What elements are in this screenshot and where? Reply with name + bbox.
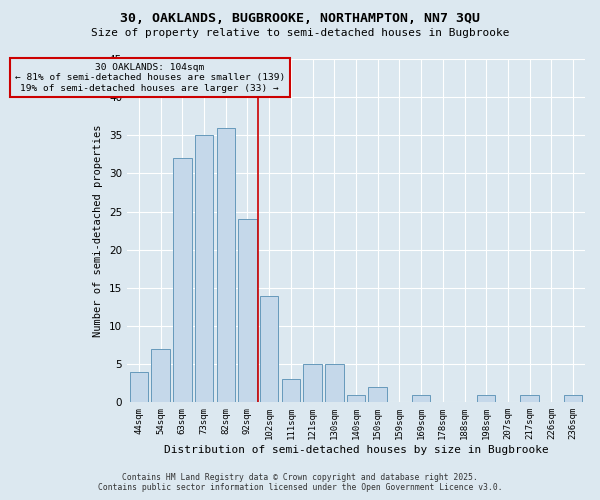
Bar (238, 219, 257, 402)
Bar (325, 364, 344, 403)
Text: Contains HM Land Registry data © Crown copyright and database right 2025.
Contai: Contains HM Land Registry data © Crown c… (98, 473, 502, 492)
Bar (173, 158, 191, 402)
Bar (304, 364, 322, 403)
Text: Size of property relative to semi-detached houses in Bugbrooke: Size of property relative to semi-detach… (91, 28, 509, 38)
Text: 30, OAKLANDS, BUGBROOKE, NORTHAMPTON, NN7 3QU: 30, OAKLANDS, BUGBROOKE, NORTHAMPTON, NN… (120, 12, 480, 26)
Bar (368, 387, 387, 402)
Bar (260, 296, 278, 403)
Y-axis label: Number of semi-detached properties: Number of semi-detached properties (94, 124, 103, 337)
Bar (412, 394, 430, 402)
Bar (477, 394, 496, 402)
Bar (217, 128, 235, 402)
Bar (130, 372, 148, 402)
Text: 30 OAKLANDS: 104sqm
← 81% of semi-detached houses are smaller (139)
19% of semi-: 30 OAKLANDS: 104sqm ← 81% of semi-detach… (14, 63, 285, 92)
Bar (564, 394, 582, 402)
Bar (195, 136, 213, 402)
Bar (520, 394, 539, 402)
Bar (347, 394, 365, 402)
X-axis label: Distribution of semi-detached houses by size in Bugbrooke: Distribution of semi-detached houses by … (164, 445, 548, 455)
Bar (151, 349, 170, 403)
Bar (281, 380, 300, 402)
